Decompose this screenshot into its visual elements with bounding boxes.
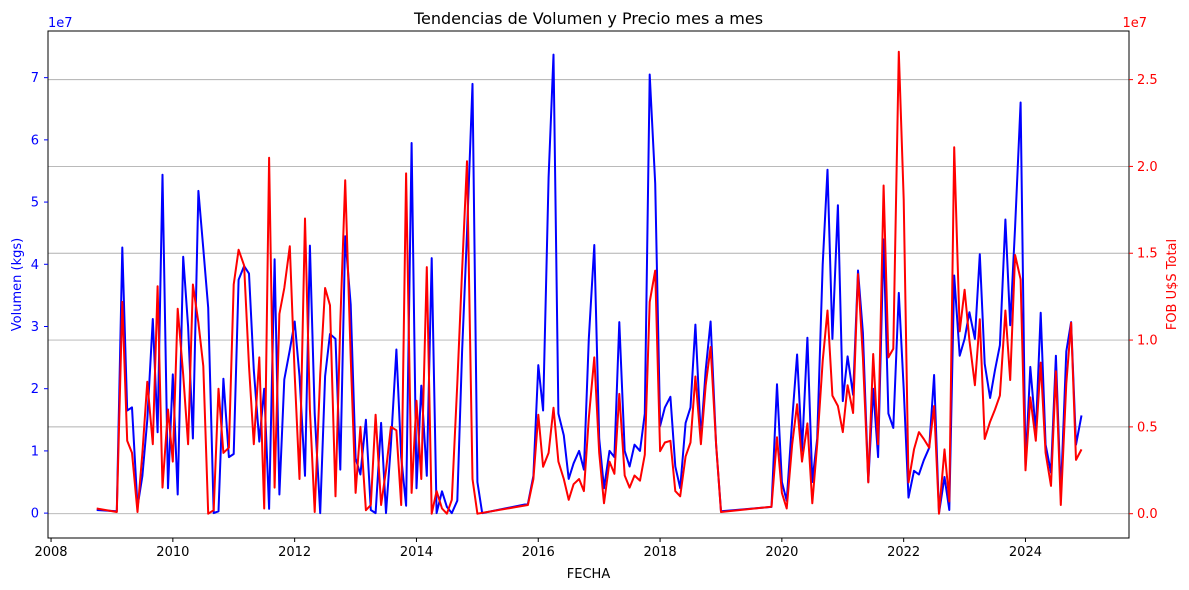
x-tick-label: 2008 [34,545,67,560]
y-right-tick-label: 2.5 [1137,73,1158,88]
y-left-tick-label: 4 [31,258,39,273]
x-tick-label: 2014 [400,545,433,560]
y-axis-left-exponent: 1e7 [48,16,73,31]
y-right-tick-label: 1.5 [1137,247,1158,262]
x-tick-label: 2016 [522,545,555,560]
y-left-tick-label: 3 [31,320,39,335]
volume-series-line [96,53,1083,515]
chart-title: Tendencias de Volumen y Precio mes a mes [413,9,763,28]
y-left-tick-label: 2 [31,382,39,397]
y-axis-left: 0 1 2 3 4 5 6 7 [31,71,48,522]
fob-series-line [96,50,1083,515]
x-tick-label: 2010 [156,545,189,560]
y-right-tick-label: 0.5 [1137,420,1158,435]
grid-lines [48,79,1129,515]
x-tick-label: 2012 [278,545,311,560]
series-layer [96,50,1083,515]
x-axis: 2008 2010 2012 2014 2016 2018 2020 2022 2024 [34,538,1042,560]
y-axis-left-label: Volumen (kgs) [10,238,25,331]
x-tick-label: 2020 [765,545,798,560]
y-left-tick-label: 1 [31,444,39,459]
y-right-tick-label: 0.0 [1137,507,1158,522]
y-axis-right-label: FOB U$S Total [1165,239,1180,330]
y-left-tick-label: 5 [31,196,39,211]
y-left-tick-label: 7 [31,71,39,86]
y-axis-right-exponent: 1e7 [1122,16,1147,31]
y-left-tick-label: 6 [31,133,39,148]
y-left-tick-label: 0 [31,507,39,522]
x-axis-label: FECHA [567,567,611,582]
y-right-tick-label: 1.0 [1137,334,1158,349]
x-tick-label: 2022 [887,545,920,560]
y-right-tick-label: 2.0 [1137,160,1158,175]
x-tick-label: 2024 [1009,545,1042,560]
x-tick-label: 2018 [644,545,677,560]
plot-area-frame [47,30,1130,539]
y-axis-right: 0.0 0.5 1.0 1.5 2.0 2.5 [1129,73,1158,522]
